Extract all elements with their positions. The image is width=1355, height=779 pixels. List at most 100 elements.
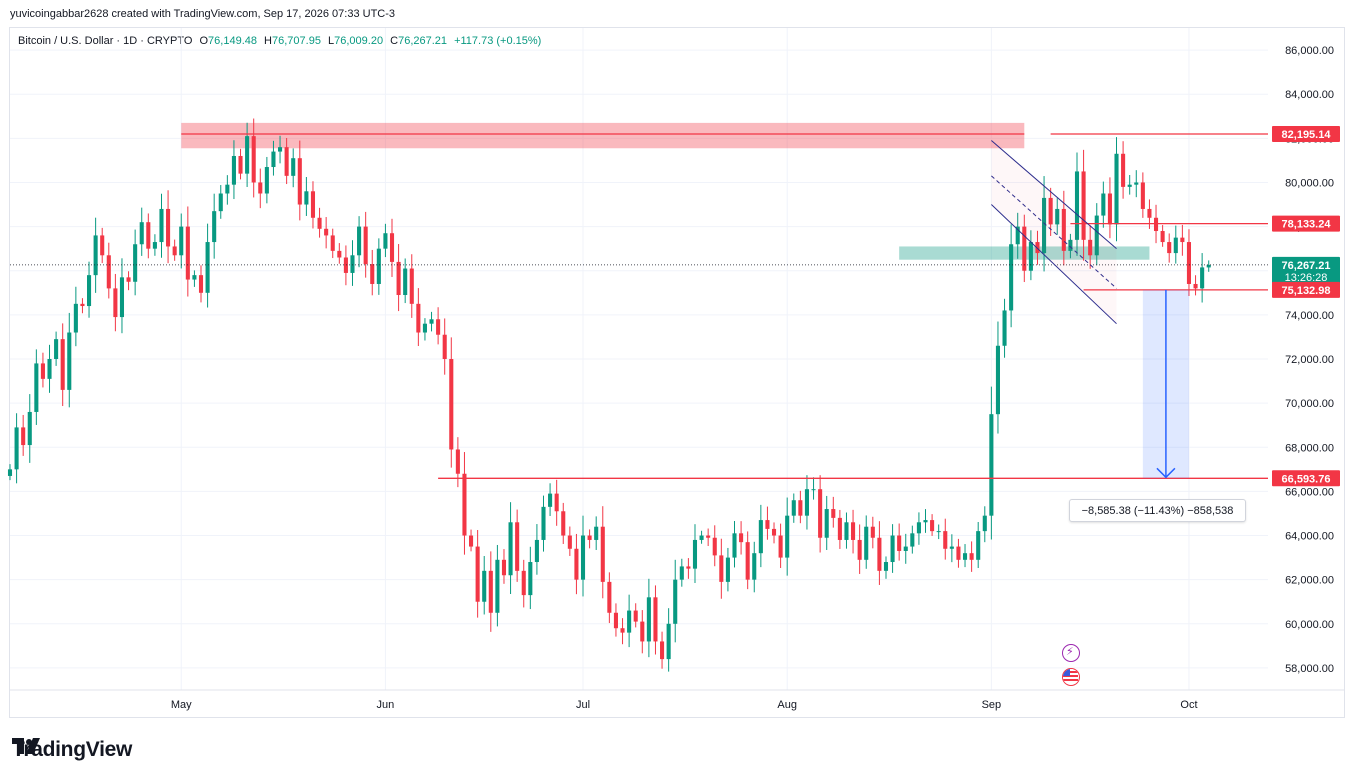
candle-body [699,535,704,540]
tradingview-logo[interactable]: TradingView [12,738,132,762]
candle-body [442,334,447,359]
candle-body [765,520,770,529]
price-tag [1272,470,1340,487]
y-tick-label: 74,000.00 [1285,310,1334,322]
candle-body [1088,239,1093,256]
channel-fill [991,140,1117,324]
candle-body [949,546,954,549]
candle-body [1114,153,1119,225]
candle-body [778,535,783,558]
candle-body [877,537,882,571]
y-tick-label: 84,000.00 [1285,89,1334,101]
candle-body [475,546,480,602]
candle-body [231,155,236,185]
candle-body [1121,153,1126,187]
candle-body [567,535,572,549]
price-tag [1272,126,1340,143]
candle-body [370,264,375,284]
candle-body [903,546,908,551]
high-label: H [264,35,272,47]
x-tick-label: Jul [576,699,590,711]
candle-body [389,233,395,262]
x-tick-label: Sep [982,699,1002,711]
candle-body [758,520,763,554]
event-marker-us-flag-icon[interactable] [1062,668,1080,686]
open-value: 76,149.48 [208,35,257,47]
candle-body [1173,237,1178,254]
candle-body [133,244,138,282]
candle-body [785,515,790,558]
candle-body [607,581,612,613]
candle-body [594,526,599,540]
candle-body [897,535,902,551]
candle-body [995,345,1000,415]
candle-body [192,275,197,280]
candle-body [106,255,111,289]
candle-body [916,522,921,534]
price-tag [1272,281,1340,298]
low-label: L [328,35,335,47]
candle-body [1035,242,1040,254]
candle-body [363,226,368,265]
candle-body [297,158,302,205]
candle-body [1127,184,1132,187]
symbol-name[interactable]: Bitcoin / U.S. Dollar · 1D · CRYPTO [18,35,193,47]
y-tick-label: 80,000.00 [1285,177,1334,189]
y-tick-label: 72,000.00 [1285,354,1334,366]
candle-body [495,559,500,613]
candle-body [844,522,849,540]
candle-body [146,222,151,249]
change-value: +117.73 (+0.15%) [454,35,542,47]
candle-body [1081,171,1086,240]
y-tick-label: 66,000.00 [1285,486,1334,498]
candle-body [304,191,309,205]
candle-body [1068,239,1073,251]
candle-body [930,520,935,532]
candle-body [627,610,632,633]
x-tick-label: Oct [1180,699,1197,711]
candle-body [1042,197,1047,254]
candle-body [337,250,342,258]
candle-body [1140,182,1145,209]
us-flag-icon [1063,669,1078,684]
candle-body [508,522,513,576]
candle-body [739,533,744,543]
projection-arrow-head [1156,467,1176,479]
candle-body [482,570,487,602]
candle-body [515,522,520,571]
candle-body [376,248,381,284]
candle-body [646,597,651,642]
candle-body [1094,215,1099,256]
candle-body [1074,171,1080,240]
candle-body [692,539,698,569]
channel-upper [991,140,1117,250]
candle-body [462,473,467,536]
candle-body [989,414,994,516]
candle-body [883,562,889,571]
candle-body [1061,208,1066,251]
brand-name: TradingView [12,738,133,761]
candle-body [851,522,856,540]
y-tick-label: 60,000.00 [1285,619,1334,631]
candle-body [982,515,987,532]
candle-body [14,427,19,470]
candle-body [613,612,618,629]
candle-body [139,222,144,245]
event-marker-lightning-icon[interactable]: ⚡ [1062,644,1080,662]
candle-body [732,533,737,558]
candle-body [330,235,335,251]
candle-body [1160,231,1165,243]
candle-body [54,339,59,359]
candle-body [804,489,809,516]
candle-body [47,359,52,379]
candle-body [962,553,968,560]
candle-body [1193,283,1198,289]
candle-body [86,275,92,307]
candle-body [271,151,276,168]
candle-body [1107,193,1112,225]
x-tick-label: Aug [777,699,797,711]
candle-body [350,255,355,273]
candle-body [712,537,717,556]
candle-body [469,535,474,547]
